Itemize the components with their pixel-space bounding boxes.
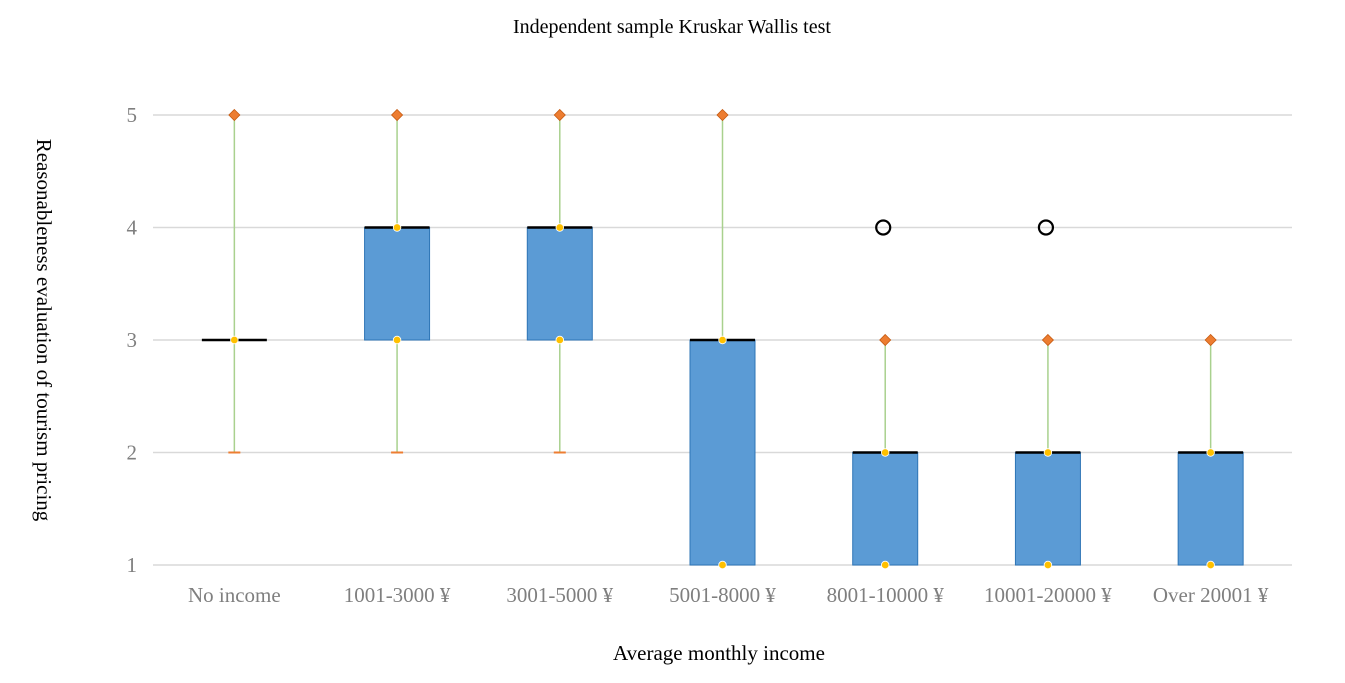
quartile-marker [555,223,564,232]
max-marker [1041,333,1054,347]
box [689,339,756,566]
box [1177,452,1244,566]
quartile-marker [718,335,727,345]
y-tick-label: 5 [127,103,138,127]
quartile-marker [230,335,239,345]
quartile-marker [1206,448,1215,457]
x-tick-label: 8001-10000 ¥ [827,583,945,607]
chart-title: Independent sample Kruskar Wallis test [513,16,831,38]
x-tick-label: Over 20001 ¥ [1153,583,1269,607]
quartile-marker [1043,448,1053,457]
max-marker [228,108,241,122]
box [364,227,431,341]
x-tick-label: 1001-3000 ¥ [344,583,451,607]
y-axis-ticks: 1 2 3 4 5 [127,103,138,577]
box [526,227,593,341]
x-axis-title: Average monthly income [613,641,825,665]
quartile-marker [1206,560,1215,570]
x-tick-label: 3001-5000 ¥ [506,583,613,607]
x-axis-ticks: No income 1001-3000 ¥ 3001-5000 ¥ 5001-8000… [188,583,1269,607]
x-tick-label: 5001-8000 ¥ [669,583,776,607]
quartile-marker [555,335,564,345]
y-tick-label: 3 [127,328,138,352]
box [1014,452,1081,566]
x-tick-label: 10001-20000 ¥ [984,583,1112,607]
y-tick-label: 2 [127,441,138,465]
quartile-marker [392,223,402,232]
box [852,452,919,566]
max-marker [391,108,404,122]
outlier-marker [875,219,892,236]
max-marker [716,108,729,122]
quartile-marker [881,448,890,457]
box-series [201,108,1244,570]
max-marker [553,108,566,122]
max-marker [1204,333,1217,347]
outlier-marker [1037,219,1055,236]
y-tick-label: 4 [127,216,138,240]
y-tick-label: 1 [127,553,138,577]
quartile-marker [392,335,402,345]
y-axis-title: Reasonableness evaluation of tourism pri… [32,139,56,522]
max-marker [879,333,892,347]
quartile-marker [881,560,890,570]
quartile-marker [1043,560,1053,570]
quartile-marker [718,560,727,570]
x-tick-label: No income [188,583,281,607]
